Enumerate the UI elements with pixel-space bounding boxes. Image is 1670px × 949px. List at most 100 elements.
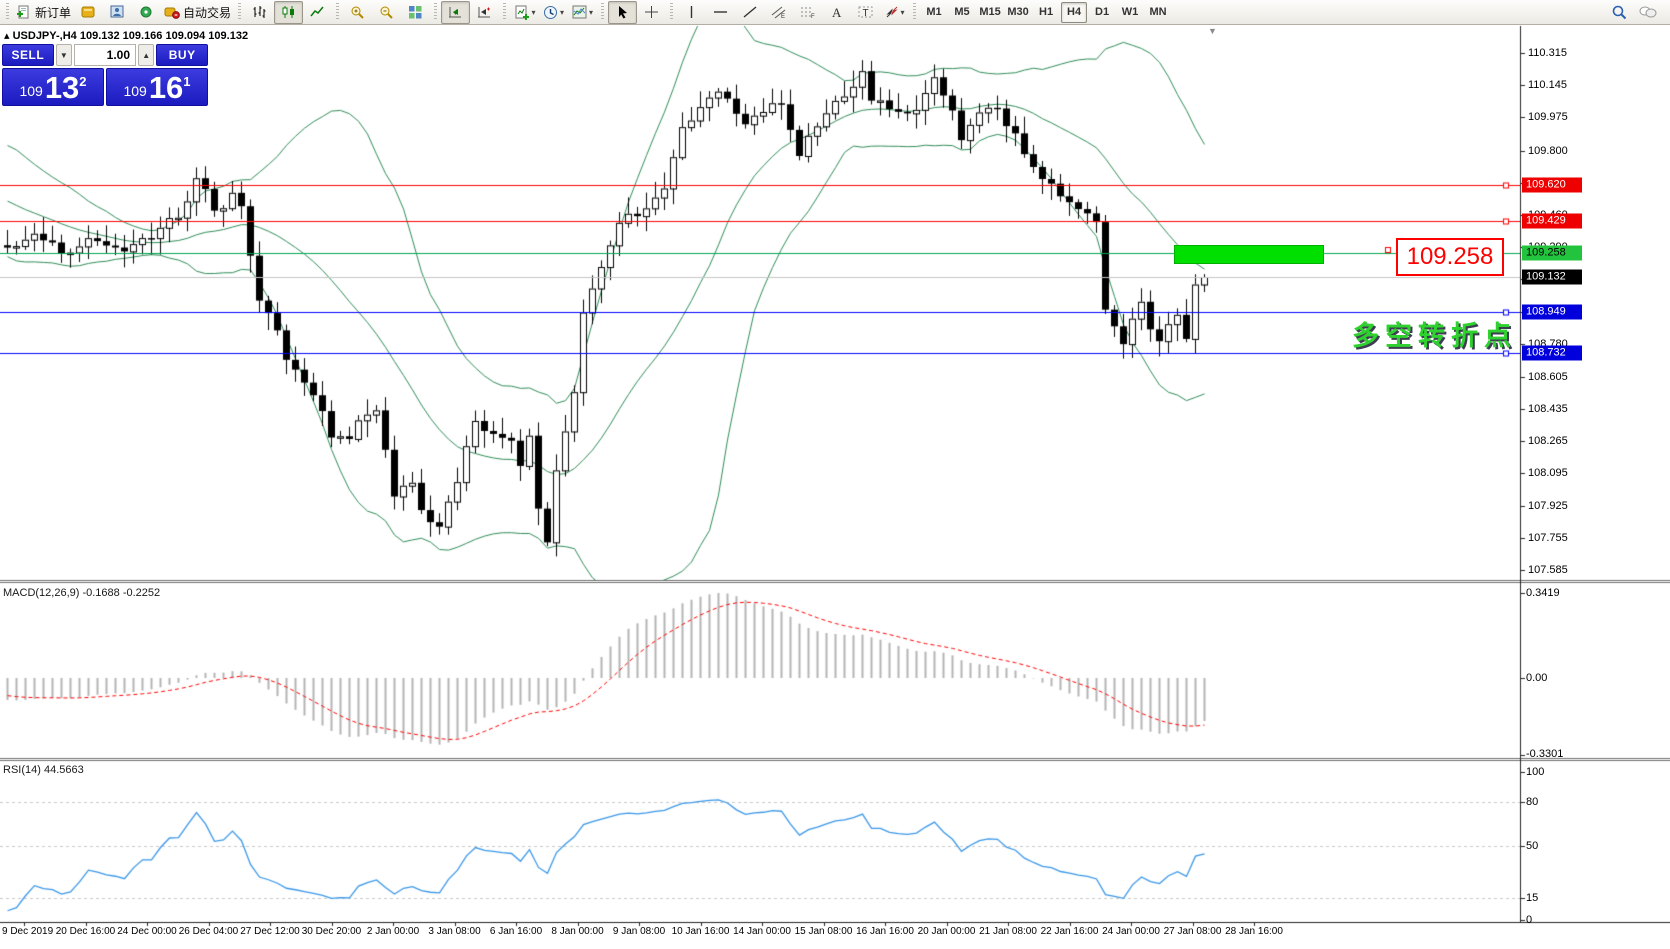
line-chart-button[interactable]: [303, 1, 332, 24]
timeframe-d1-button[interactable]: D1: [1095, 6, 1110, 18]
buy-price-point: 1: [183, 74, 191, 89]
candlestick-chart-button[interactable]: [274, 0, 304, 24]
navigator-button[interactable]: [132, 1, 161, 24]
buy-button[interactable]: BUY: [156, 44, 208, 66]
search-button[interactable]: [1604, 1, 1633, 24]
timeframe-w1-button[interactable]: W1: [1121, 6, 1139, 18]
toolbar-grip[interactable]: [6, 3, 9, 21]
buy-price-pips: 16: [148, 70, 184, 105]
chart-shift-icon: [477, 5, 492, 19]
tile-windows-icon: [408, 5, 423, 19]
chat-icon: [1639, 5, 1657, 19]
vertical-line-icon: [686, 5, 697, 19]
trendline-icon: [743, 5, 757, 19]
sell-price-pips: 13: [44, 70, 80, 105]
timeframe-mn-button[interactable]: MN: [1149, 6, 1167, 18]
line-chart-icon: [310, 5, 325, 19]
one-click-trading-panel: SELL ▼ ▲ BUY 109 13 2 109 16 1: [2, 44, 208, 106]
horizontal-line-button[interactable]: [706, 1, 735, 24]
timeframe-h1-button[interactable]: H1: [1039, 6, 1054, 18]
volume-input[interactable]: [74, 44, 136, 66]
chevron-down-icon[interactable]: ▾: [560, 7, 565, 17]
new-order-icon: [16, 5, 32, 20]
fibonacci-icon: F: [800, 5, 816, 19]
zoom-in-icon: [350, 5, 365, 20]
autotrading-button-label: 自动交易: [183, 5, 232, 20]
autotrading-icon: [164, 5, 180, 19]
label-icon: T: [858, 5, 873, 19]
tile-windows-button[interactable]: [401, 1, 430, 24]
candlestick-chart-icon: [281, 5, 296, 19]
chevron-down-icon[interactable]: ▾: [589, 7, 594, 17]
svg-text:E: E: [781, 14, 785, 19]
zoom-out-button[interactable]: [372, 1, 401, 24]
data-window-button[interactable]: [103, 1, 132, 24]
bar-chart-button[interactable]: [245, 1, 274, 24]
bar-chart-icon: [252, 5, 267, 19]
trendline-button[interactable]: [735, 1, 764, 24]
volume-down-button[interactable]: ▼: [55, 44, 72, 66]
fibonacci-button[interactable]: F: [793, 1, 822, 24]
toolbar: 新订单 自动交易 ▾ ▾ ▾ E F A T ▾ M1 M5 M15 M30 H1 H4 D1 W1 MN: [0, 0, 1670, 25]
new-order-button[interactable]: 新订单: [13, 1, 74, 24]
navigator-icon: [139, 5, 154, 19]
templates-icon: [572, 5, 587, 19]
zoom-in-button[interactable]: [343, 1, 372, 24]
chevron-down-icon[interactable]: ▾: [900, 7, 905, 17]
volume-up-button[interactable]: ▲: [138, 44, 155, 66]
buy-price-button[interactable]: 109 16 1: [106, 68, 208, 106]
buy-price-figure: 109: [123, 83, 147, 99]
periods-button[interactable]: ▾: [539, 1, 568, 24]
new-order-button-label: 新订单: [35, 5, 72, 20]
timeframe-m30-button[interactable]: M30: [1007, 6, 1029, 18]
text-icon: A: [830, 5, 843, 19]
chevron-down-icon[interactable]: ▾: [531, 7, 536, 17]
cursor-icon: [616, 5, 629, 19]
indicators-button[interactable]: ▾: [510, 1, 539, 24]
channel-button[interactable]: E: [764, 1, 793, 24]
periods-icon: [543, 5, 558, 20]
search-icon: [1611, 4, 1627, 20]
cursor-button[interactable]: [608, 0, 638, 24]
toolbar-grip[interactable]: [238, 3, 242, 21]
autotrading-button[interactable]: 自动交易: [161, 1, 234, 24]
arrows-icon: [885, 5, 899, 19]
data-window-icon: [110, 5, 125, 19]
indicators-icon: [514, 5, 530, 20]
auto-scroll-icon: [448, 5, 463, 19]
timeframe-h4-button[interactable]: H4: [1061, 1, 1088, 23]
toolbar-grip[interactable]: [336, 3, 340, 21]
channel-icon: E: [771, 5, 787, 19]
chat-button[interactable]: [1633, 1, 1662, 24]
toolbar-grip[interactable]: [601, 3, 605, 21]
svg-text:F: F: [811, 14, 815, 19]
text-button[interactable]: A: [822, 1, 851, 24]
svg-text:T: T: [863, 8, 869, 19]
auto-scroll-button[interactable]: [441, 0, 471, 24]
timeframe-m5-button[interactable]: M5: [954, 6, 970, 18]
vertical-line-button[interactable]: [677, 1, 706, 24]
sell-price-figure: 109: [19, 83, 43, 99]
templates-button[interactable]: ▾: [568, 1, 597, 24]
crosshair-icon: [644, 5, 659, 19]
label-button[interactable]: T: [851, 1, 880, 24]
crosshair-button[interactable]: [637, 1, 666, 24]
toolbar-grip[interactable]: [434, 3, 438, 21]
timeframe-m15-button[interactable]: M15: [979, 6, 1001, 18]
zoom-out-icon: [379, 5, 394, 20]
timeframe-m1-button[interactable]: M1: [926, 6, 942, 18]
toolbar-grip[interactable]: [913, 3, 917, 21]
market-watch-button[interactable]: [74, 1, 103, 24]
sell-button[interactable]: SELL: [2, 44, 54, 66]
sell-price-point: 2: [79, 74, 87, 89]
arrows-button[interactable]: ▾: [880, 1, 909, 24]
toolbar-grip[interactable]: [670, 3, 674, 21]
toolbar-grip[interactable]: [503, 3, 507, 21]
sell-price-button[interactable]: 109 13 2: [2, 68, 104, 106]
market-watch-icon: [81, 5, 96, 19]
horizontal-line-icon: [713, 5, 728, 19]
chart-shift-button[interactable]: [470, 1, 499, 24]
svg-text:A: A: [832, 5, 842, 19]
